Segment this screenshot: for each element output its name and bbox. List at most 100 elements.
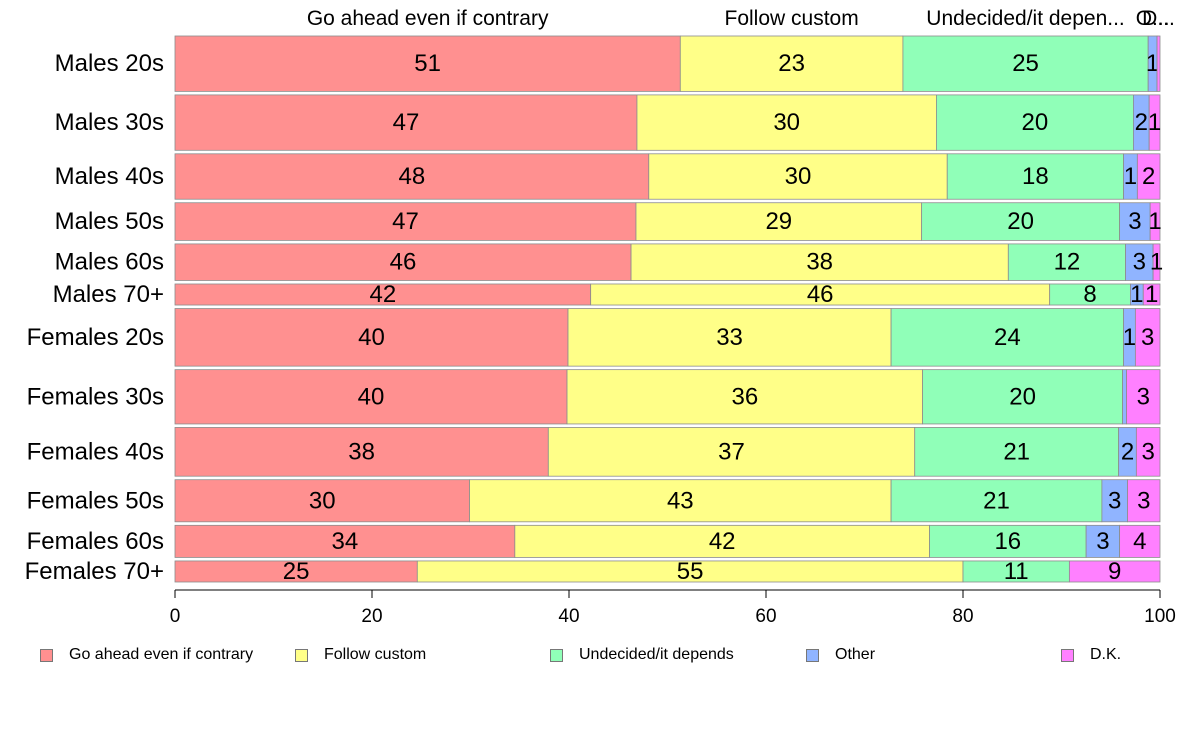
segment-label: 20: [1009, 383, 1036, 410]
segment-label: 3: [1141, 324, 1154, 351]
bar-segment: [922, 369, 1123, 425]
segment-label: 3: [1096, 528, 1109, 555]
legend-label-other: Other: [835, 646, 876, 663]
segment-label: 42: [369, 281, 396, 308]
bar-segment: [1148, 94, 1161, 151]
segment-label: 1: [1123, 324, 1136, 351]
segment-label: 48: [399, 163, 426, 190]
top-label: O...: [1136, 7, 1170, 30]
segment-label: 12: [1054, 249, 1081, 276]
legend-label-dk: D.K.: [1090, 646, 1122, 663]
bar-segment: [636, 94, 937, 151]
bar-segment: [174, 243, 632, 281]
bar-segment: [174, 94, 638, 151]
segment-label: 11: [1004, 558, 1029, 585]
bar-segment: [1119, 524, 1161, 558]
segment-label: 30: [785, 163, 812, 190]
top-label: D...: [1142, 7, 1175, 30]
segment-label: 2: [1142, 163, 1155, 190]
category-label: Males 20s: [55, 50, 164, 77]
legend-item-go-ahead: Go ahead even if contrary: [40, 643, 253, 667]
bar-segment: [936, 94, 1134, 151]
bar-segment: [566, 369, 924, 425]
segment-label: 1: [1145, 281, 1158, 308]
segment-label: 33: [716, 324, 743, 351]
bar-segment: [630, 243, 1009, 281]
segment-label: 47: [393, 109, 420, 136]
category-label: Males 60s: [55, 249, 164, 276]
legend-swatch-other: [806, 648, 819, 662]
segment-label: 24: [994, 324, 1021, 351]
bar-segment: [1068, 560, 1161, 583]
bar-segment: [174, 427, 549, 477]
legend-swatch-dk: [1061, 648, 1074, 662]
segment-label: 30: [773, 109, 800, 136]
x-tick-label: 100: [1144, 606, 1176, 627]
top-label: Follow custom: [725, 7, 859, 30]
bar-segment: [174, 202, 637, 241]
category-label: Females 50s: [27, 487, 164, 514]
segment-label: 3: [1108, 487, 1121, 514]
segment-label: 36: [731, 383, 758, 410]
segment-label: 51: [414, 50, 441, 77]
x-tick-label: 40: [558, 606, 579, 627]
legend-swatch-undecided: [550, 648, 563, 662]
bar-segment: [679, 35, 904, 92]
segment-label: 55: [677, 558, 704, 585]
segment-label: 3: [1133, 249, 1146, 276]
bar-segment: [547, 427, 916, 477]
segment-label: 2: [1135, 109, 1148, 136]
segment-label: 1: [1148, 109, 1161, 136]
category-label: Males 50s: [55, 208, 164, 235]
legend-item-dk: D.K.: [1061, 643, 1121, 667]
segment-label: 38: [348, 438, 375, 465]
segment-label: 42: [709, 528, 736, 555]
segment-label: 1: [1124, 163, 1137, 190]
legend-swatch-go-ahead: [40, 648, 53, 662]
bar-segment: [1122, 369, 1127, 425]
legend-item-other: Other: [806, 643, 875, 667]
top-label: Undecided/it depen...: [926, 7, 1124, 30]
segment-label: 20: [1007, 208, 1034, 235]
segment-label: 46: [807, 281, 834, 308]
bar-segment: [1125, 243, 1154, 281]
category-label: Females 40s: [27, 438, 164, 465]
bar-segment: [1142, 283, 1161, 306]
bar-segment: [1134, 308, 1161, 367]
segment-label: 2: [1121, 438, 1134, 465]
category-label: Females 70+: [25, 558, 164, 585]
segment-label: 46: [390, 249, 417, 276]
bar-segment: [921, 202, 1121, 241]
segment-label: 23: [778, 50, 805, 77]
segment-label: 21: [983, 487, 1010, 514]
segment-label: 4: [1133, 528, 1146, 555]
segment-label: 40: [358, 383, 385, 410]
bar-segment: [1126, 369, 1161, 425]
segment-label: 25: [283, 558, 310, 585]
category-label: Females 60s: [27, 528, 164, 555]
segment-label: 47: [392, 208, 419, 235]
segment-label: 3: [1128, 208, 1141, 235]
segment-label: 20: [1022, 109, 1049, 136]
bar-segment: [1127, 479, 1161, 523]
bar-segment: [1152, 243, 1161, 281]
segment-label: 43: [667, 487, 694, 514]
x-tick-label: 60: [755, 606, 776, 627]
segment-label: 18: [1022, 163, 1049, 190]
bar-segment: [1135, 427, 1161, 477]
category-label: Males 70+: [53, 281, 164, 308]
category-label: Females 20s: [27, 324, 164, 351]
legend-label-undecided: Undecided/it depends: [579, 646, 734, 663]
bar-segment: [174, 35, 681, 92]
segment-label: 16: [994, 528, 1021, 555]
segment-label: 3: [1137, 383, 1150, 410]
bar-segment: [174, 369, 568, 425]
bar-segment: [1156, 35, 1161, 92]
segment-label: 21: [1003, 438, 1030, 465]
bar-segment: [1119, 202, 1151, 241]
bar-segment: [946, 153, 1124, 200]
x-tick-label: 20: [361, 606, 382, 627]
legend-swatch-follow-custom: [295, 648, 308, 662]
legend-label-go-ahead: Go ahead even if contrary: [69, 646, 254, 663]
x-tick-label: 80: [952, 606, 973, 627]
